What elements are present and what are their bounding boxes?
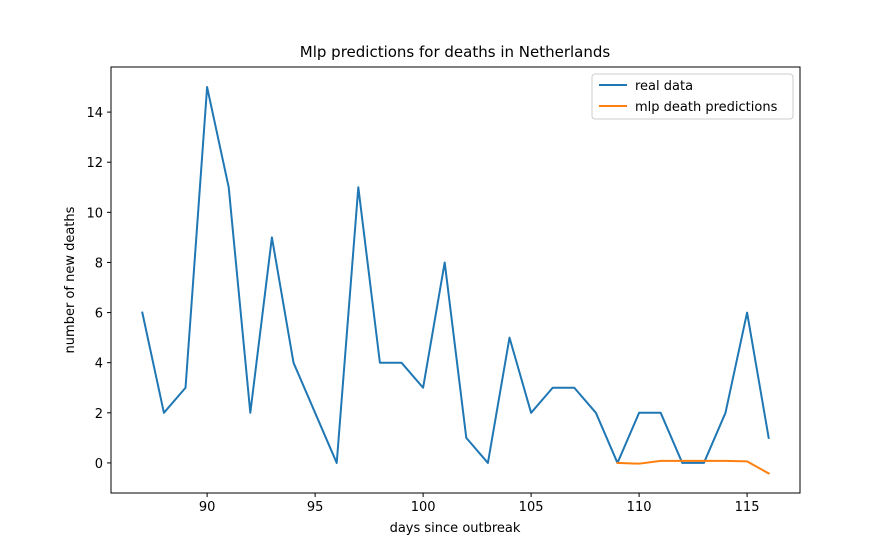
y-tick-label: 6	[95, 307, 103, 322]
y-axis: 0 2 4 6 8 10 12 14	[86, 106, 111, 472]
legend-box	[591, 73, 794, 120]
x-tick-label: 95	[307, 500, 324, 515]
x-axis-label: days since outbreak	[390, 521, 521, 536]
legend-label-mlp-predictions: mlp death predictions	[635, 100, 778, 115]
y-tick-label: 2	[95, 407, 103, 422]
x-tick-label: 105	[519, 500, 544, 515]
y-tick-label: 0	[95, 457, 103, 472]
y-tick-label: 12	[86, 156, 103, 171]
chart-title: Mlp predictions for deaths in Netherland…	[300, 43, 611, 61]
plot-area	[110, 66, 801, 494]
y-tick-label: 14	[86, 106, 103, 121]
y-tick-label: 10	[86, 206, 103, 221]
y-tick-label: 8	[95, 256, 103, 271]
legend-label-real-data: real data	[635, 79, 693, 94]
x-tick-label: 115	[735, 500, 760, 515]
x-axis: 90 95 100 105 110 115	[199, 493, 760, 515]
y-tick-label: 4	[95, 357, 103, 372]
x-tick-label: 90	[199, 500, 216, 515]
x-tick-label: 110	[627, 500, 652, 515]
y-axis-label: number of new deaths	[63, 206, 78, 353]
legend: real data mlp death predictions	[591, 73, 794, 120]
x-tick-label: 100	[411, 500, 436, 515]
series-line-mlp-predictions	[616, 459, 771, 475]
series-line-real-data	[141, 86, 770, 464]
series-layer	[141, 86, 771, 475]
axes-frame	[110, 66, 801, 494]
